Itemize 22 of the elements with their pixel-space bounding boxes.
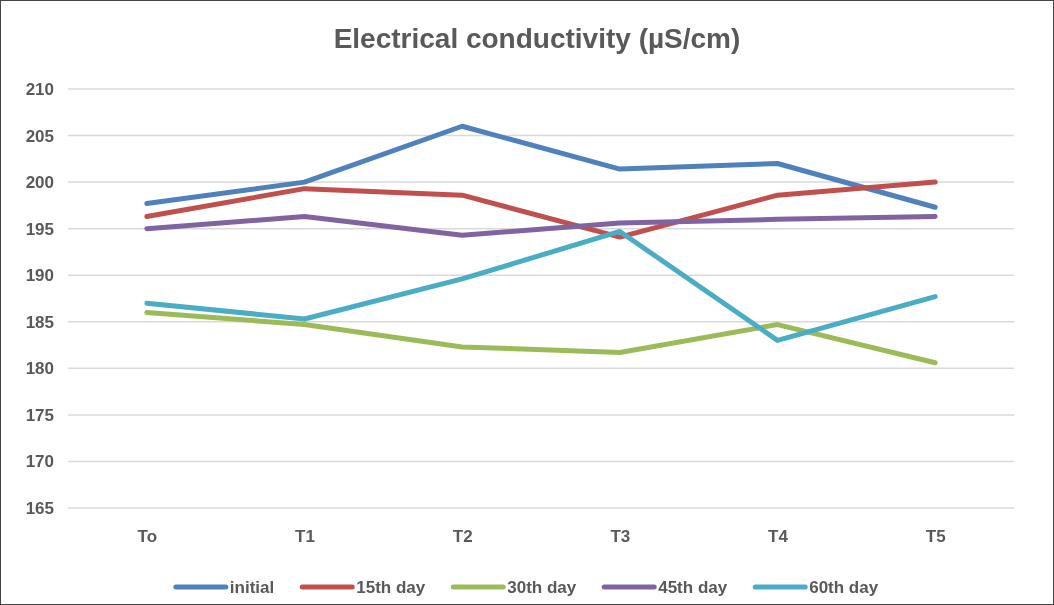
y-tick-label: 165: [25, 498, 54, 518]
x-tick-label: T3: [610, 527, 631, 547]
x-tick-label: T2: [452, 527, 473, 547]
x-tick-label: T5: [925, 527, 946, 547]
y-tick-label: 210: [25, 79, 54, 99]
legend-label: 60th day: [809, 578, 879, 597]
y-tick-label: 185: [25, 312, 54, 332]
legend-label: initial: [229, 578, 275, 597]
y-tick-label: 175: [25, 405, 54, 425]
chart-title: Electrical conductivity (µS/cm): [333, 23, 741, 54]
y-tick-label: 200: [25, 173, 54, 193]
x-tick-label: T4: [768, 527, 789, 547]
legend-label: 15th day: [356, 578, 426, 597]
y-tick-label: 195: [25, 219, 54, 239]
y-tick-label: 205: [25, 126, 54, 146]
y-tick-label: 190: [25, 266, 54, 286]
x-tick-label: To: [137, 527, 158, 547]
x-tick-label: T1: [295, 527, 315, 547]
y-tick-label: 180: [25, 359, 54, 379]
legend-label: 30th day: [507, 578, 577, 597]
y-tick-label: 170: [25, 452, 54, 472]
legend-label: 45th day: [658, 578, 728, 597]
